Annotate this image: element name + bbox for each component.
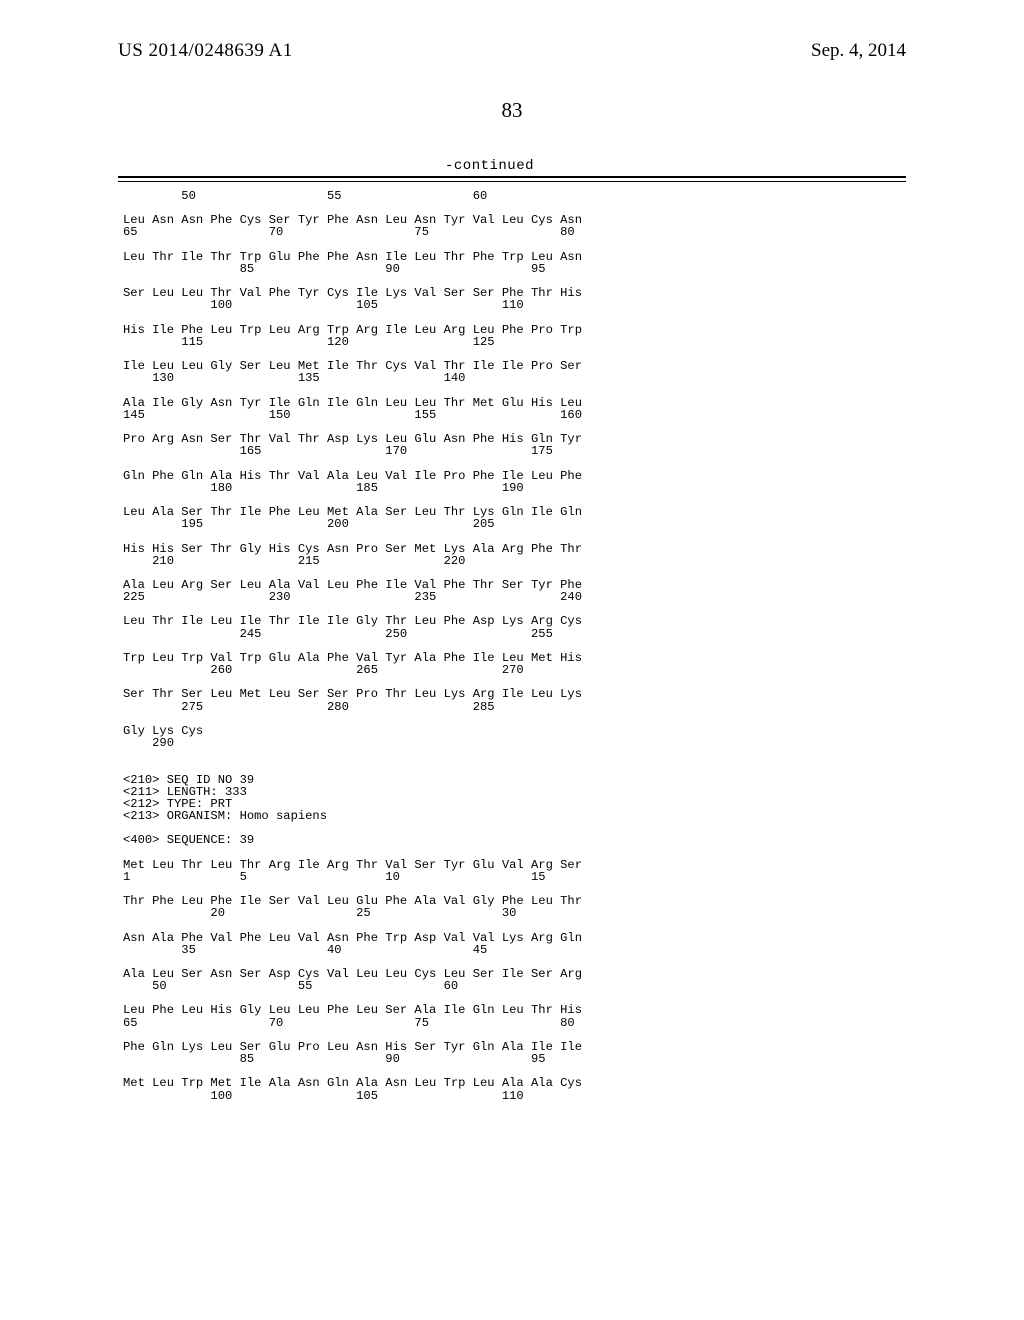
sequence-listing: 50 55 60 Leu Asn Asn Phe Cys Ser Tyr Phe… [123,190,582,1102]
page-number: 83 [0,98,1024,123]
publication-date: Sep. 4, 2014 [811,40,906,62]
divider-heavy [118,176,906,178]
publication-number: US 2014/0248639 A1 [118,40,293,62]
divider-light [118,181,906,182]
continued-label: -continued [445,158,534,174]
